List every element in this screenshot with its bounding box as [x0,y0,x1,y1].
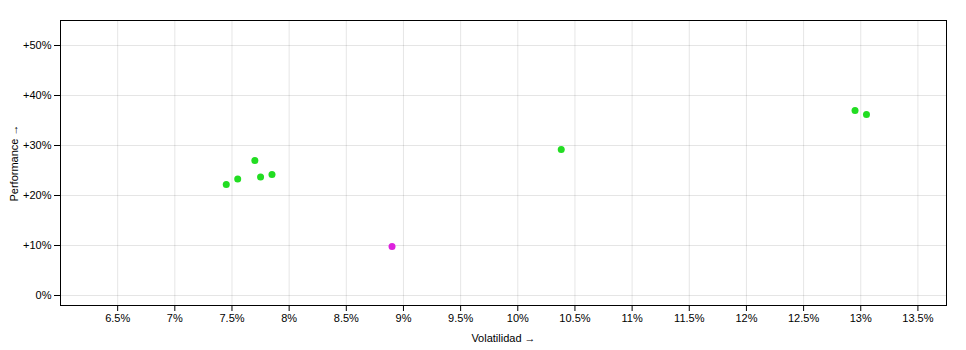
svg-text:9%: 9% [396,312,412,324]
svg-text:+50%: +50% [23,39,52,51]
svg-text:0%: 0% [36,289,52,301]
svg-text:10%: 10% [507,312,529,324]
svg-text:13.5%: 13.5% [902,312,933,324]
svg-text:+40%: +40% [23,89,52,101]
svg-text:11%: 11% [622,312,643,324]
svg-text:12%: 12% [735,312,757,324]
svg-text:10.5%: 10.5% [559,312,590,324]
svg-text:12.5%: 12.5% [788,312,819,324]
svg-text:7.5%: 7.5% [219,312,244,324]
svg-text:6.5%: 6.5% [105,312,130,324]
svg-text:11.5%: 11.5% [674,312,705,324]
svg-text:Volatilidad →: Volatilidad → [471,332,535,344]
svg-text:7%: 7% [167,312,183,324]
svg-text:8%: 8% [281,312,297,324]
svg-text:8.5%: 8.5% [334,312,359,324]
svg-text:+10%: +10% [23,239,52,251]
svg-text:13%: 13% [850,312,872,324]
svg-text:9.5%: 9.5% [448,312,473,324]
svg-text:Performance →: Performance → [8,124,20,201]
svg-text:+30%: +30% [23,139,52,151]
svg-text:+20%: +20% [23,189,52,201]
